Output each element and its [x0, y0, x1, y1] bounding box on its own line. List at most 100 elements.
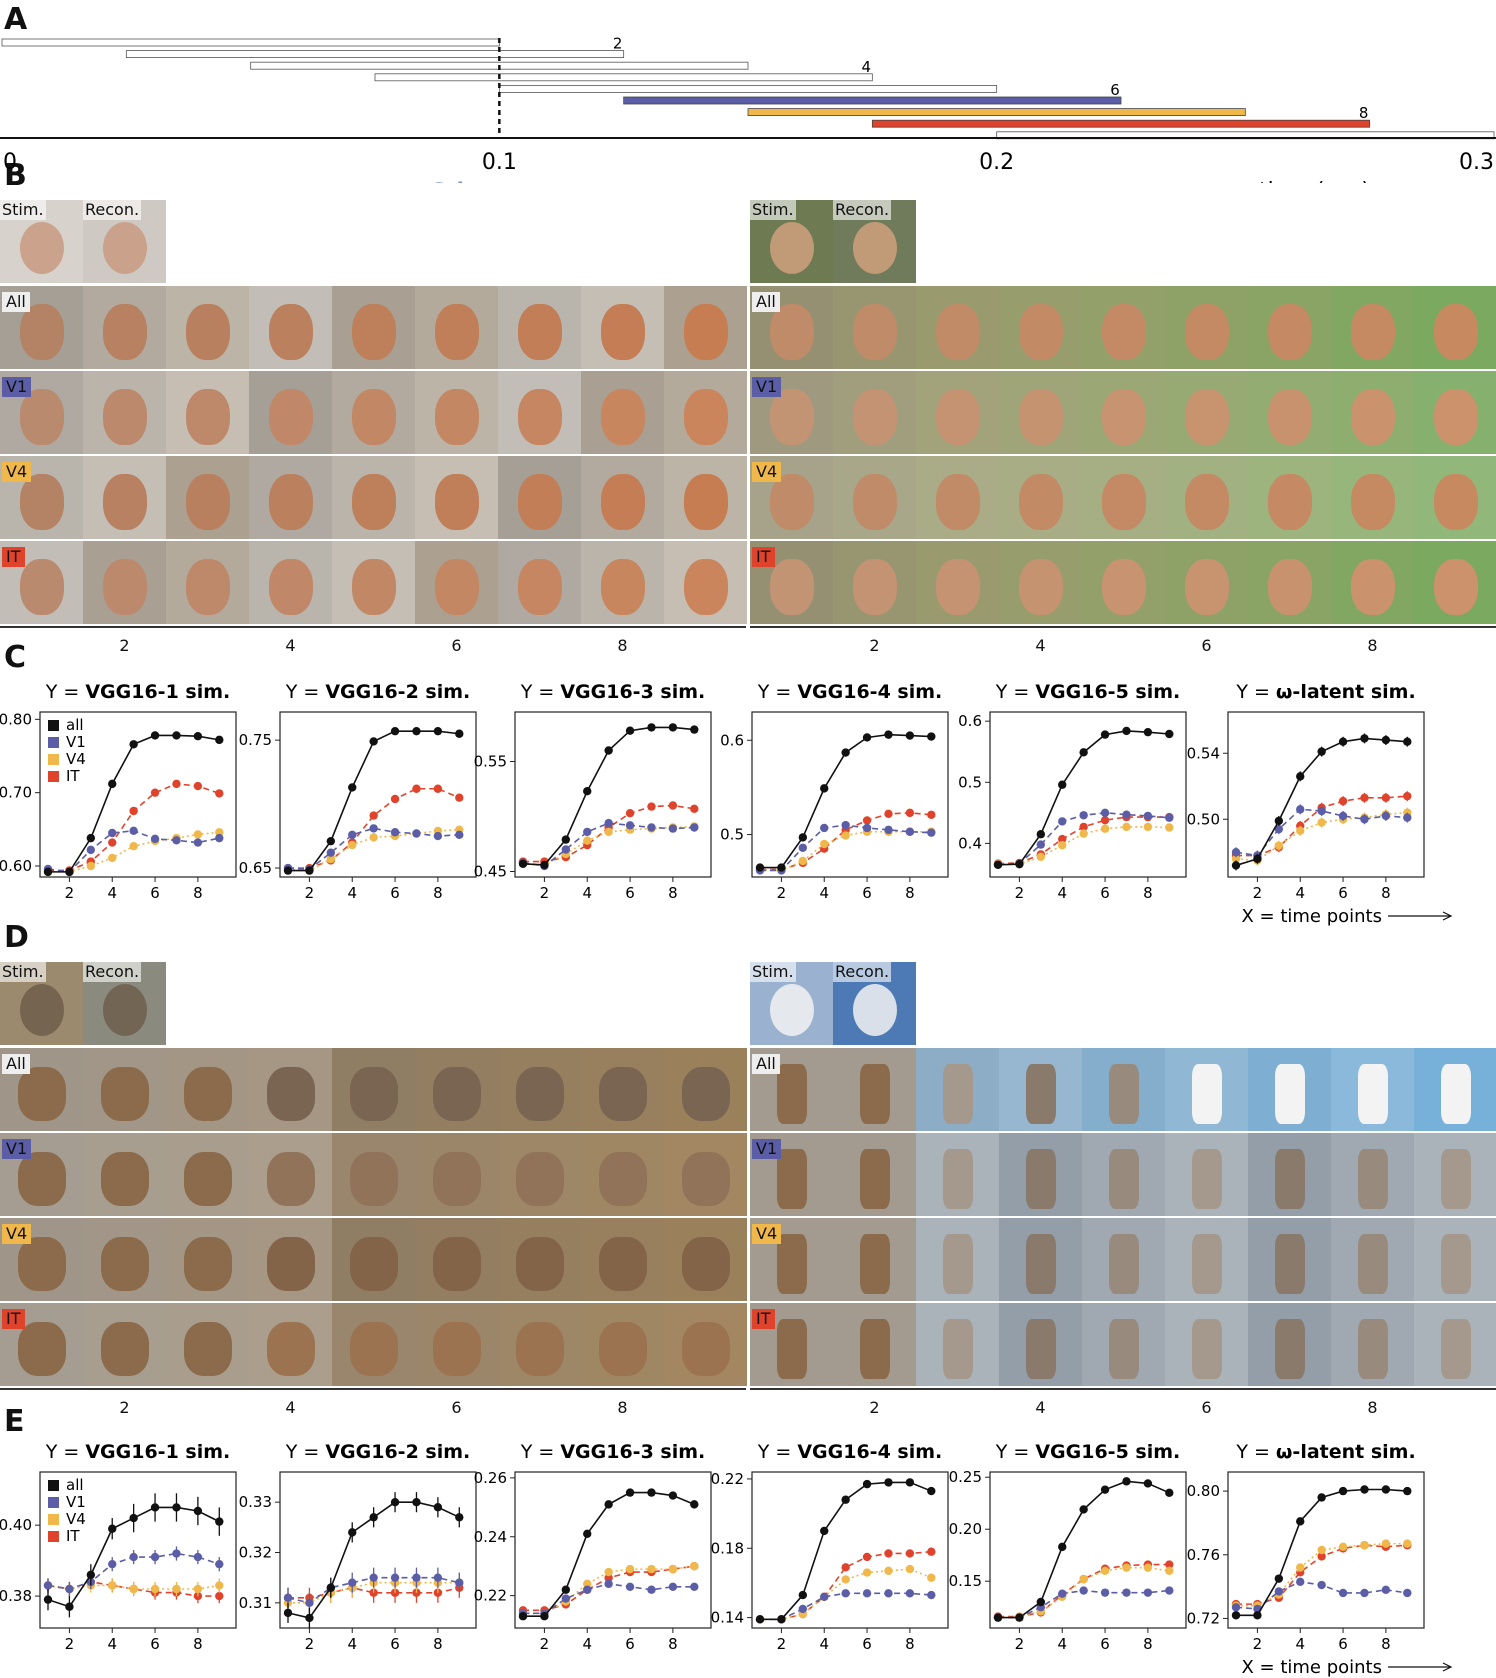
data-point-v1 — [172, 836, 181, 845]
x-tick-label: 4 — [107, 1635, 117, 1653]
tile-label: Stim. — [750, 200, 796, 220]
chart-title: Y = VGG16-3 sim. — [520, 1441, 706, 1463]
grid-x-tick: 4 — [285, 1398, 296, 1417]
recon-tile — [916, 1303, 999, 1386]
data-point-v4 — [905, 1564, 915, 1574]
data-point-v1 — [561, 845, 571, 854]
recon-tile — [1165, 286, 1248, 369]
data-point-v1 — [884, 825, 893, 835]
data-point-v4 — [1403, 1539, 1412, 1548]
subject-shape — [102, 474, 147, 531]
chart-title-metric: VGG16-3 sim. — [560, 1441, 705, 1463]
subject-shape — [100, 1237, 149, 1292]
data-point-it — [905, 1549, 915, 1558]
legend-label: all — [66, 1476, 84, 1494]
subject-shape — [19, 304, 64, 361]
recon-tile — [83, 1048, 166, 1131]
data-point-all — [1403, 737, 1412, 746]
subject-shape — [776, 1234, 807, 1295]
chart-title-metric: VGG16-2 sim. — [325, 681, 470, 703]
recon-tile — [999, 1048, 1082, 1131]
subject-shape — [102, 389, 147, 446]
x-tick-label: 4 — [582, 884, 592, 902]
data-point-v1 — [862, 823, 872, 833]
subject-shape — [942, 1319, 973, 1380]
data-point-all — [150, 1503, 160, 1512]
subject-shape — [351, 389, 396, 446]
y-tick-label: 0.38 — [0, 1587, 32, 1605]
subject-shape — [185, 474, 230, 531]
series-line-v4 — [287, 828, 460, 872]
y-tick-label: 0.14 — [711, 1609, 744, 1627]
chart-title-prefix: Y = — [995, 1441, 1036, 1463]
data-point-v1 — [1317, 806, 1326, 816]
window-number: 6 — [1110, 81, 1120, 99]
subject-shape — [1440, 1234, 1471, 1295]
data-point-v1 — [43, 1581, 53, 1590]
subject-shape — [1101, 304, 1146, 361]
data-point-all — [1274, 1574, 1284, 1583]
recon-tile — [332, 456, 415, 539]
data-point-all — [1015, 859, 1024, 869]
recon-tile — [249, 456, 332, 539]
recon-tile — [664, 541, 747, 624]
x-tick-label: 8 — [1143, 1635, 1153, 1653]
legend-swatch-all — [48, 1480, 59, 1491]
x-tick-label: 4 — [107, 884, 117, 902]
x-tick-label: 4 — [347, 1635, 357, 1653]
recon-tile — [166, 541, 249, 624]
data-point-all — [604, 746, 613, 755]
data-point-v1 — [625, 1582, 635, 1591]
data-point-v1 — [215, 1559, 224, 1569]
data-point-all — [1360, 1485, 1369, 1494]
subject-shape — [432, 1237, 481, 1292]
data-point-v4 — [668, 1564, 678, 1574]
x-tick-label: 4 — [819, 884, 829, 902]
subject-shape — [935, 559, 980, 616]
recon-tile — [750, 1048, 833, 1131]
data-point-it — [390, 1588, 400, 1597]
subject-shape — [1025, 1319, 1056, 1380]
recon-tile — [498, 541, 581, 624]
chart-title-prefix: Y = — [995, 681, 1036, 703]
data-point-v1 — [390, 828, 400, 837]
subject-shape — [515, 1322, 564, 1377]
recon-tile — [1414, 1048, 1496, 1131]
recon-tile — [1331, 286, 1414, 369]
legend-label: V1 — [66, 733, 86, 751]
data-point-v4 — [798, 856, 808, 866]
data-point-it — [604, 1573, 613, 1583]
series-line-it — [760, 1550, 932, 1621]
data-point-v4 — [1100, 1566, 1110, 1575]
row-label-it: IT — [2, 547, 25, 567]
y-tick-label: 0.80 — [0, 710, 32, 728]
grid-x-tick: 4 — [1035, 1398, 1046, 1417]
subject-shape — [434, 389, 479, 446]
grid-x-tick: 4 — [285, 636, 296, 655]
series-line-it — [288, 787, 460, 869]
data-point-all — [668, 1491, 678, 1500]
data-point-all — [647, 723, 656, 732]
data-point-v1 — [820, 823, 829, 833]
panel-label-e: E — [4, 1404, 25, 1439]
legend-swatch-all — [48, 720, 59, 731]
data-point-all — [172, 1503, 181, 1512]
recon-tile — [664, 1218, 747, 1301]
data-point-v1 — [108, 828, 117, 838]
data-point-v4 — [1338, 1542, 1348, 1552]
data-point-all — [215, 735, 224, 745]
legend-swatch-it — [48, 771, 59, 782]
data-point-all — [369, 1513, 378, 1522]
subject-shape — [1440, 1319, 1471, 1380]
subject-shape — [19, 474, 64, 531]
grid-x-tick: 2 — [119, 1398, 130, 1417]
plot-frame — [1227, 1471, 1425, 1629]
data-point-v1 — [369, 824, 378, 833]
recon-tile — [1082, 456, 1165, 539]
recon-tile — [833, 541, 916, 624]
recon-tile — [415, 1218, 498, 1301]
recon-tile — [999, 371, 1082, 454]
series-line-all — [288, 730, 460, 872]
plot-frame — [514, 711, 712, 878]
recon-tile — [916, 1133, 999, 1216]
